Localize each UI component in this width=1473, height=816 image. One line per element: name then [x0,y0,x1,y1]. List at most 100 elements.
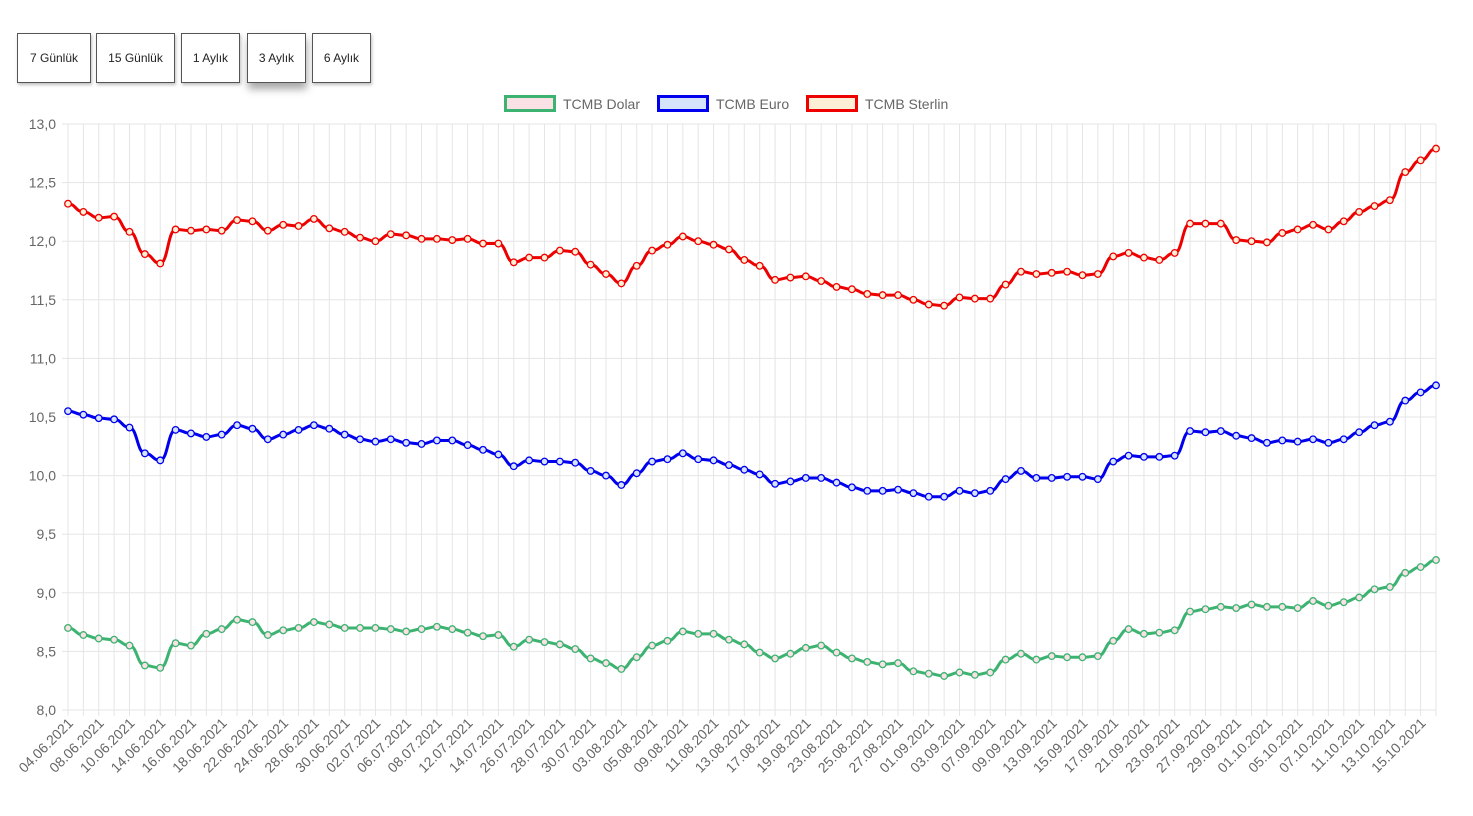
data-point [1201,605,1210,614]
data-point [694,629,703,638]
data-point [1339,435,1348,444]
range-6-months-button[interactable]: 6 Aylık [312,33,371,83]
data-point [863,289,872,298]
data-point [1232,604,1241,612]
data-point [371,237,380,246]
data-point [617,665,626,673]
data-point [217,430,226,439]
data-point [309,214,318,223]
data-point [494,631,503,639]
data-point [694,237,703,246]
data-point [602,270,610,278]
data-point [1140,253,1148,262]
data-point [878,291,887,300]
data-point [448,436,457,445]
data-point [402,438,411,447]
data-point [171,639,180,648]
data-point [709,629,718,638]
data-point [586,466,595,475]
data-point [479,239,487,248]
data-point [94,634,103,643]
data-point [509,258,518,267]
data-point [632,261,641,270]
data-point [1339,217,1348,226]
data-point [1140,452,1148,461]
data-point [325,224,334,233]
data-point [1216,427,1225,436]
data-point [202,432,211,441]
data-point [309,618,318,627]
data-point [924,492,933,501]
data-point [909,489,918,498]
data-point [1247,600,1256,609]
data-point [540,638,549,646]
data-point [525,253,534,262]
data-point [924,300,933,309]
data-point [786,477,795,486]
x-axis-ticks: 04.06.202108.06.202110.06.202114.06.2021… [15,715,1429,776]
data-point [1017,267,1025,276]
legend-swatch [657,95,709,112]
data-point [1032,270,1041,278]
range-1-month-button[interactable]: 1 Aylık [181,33,240,83]
data-point [617,279,626,288]
exchange-rate-line-chart: TCMB Dolar TCMB Euro TCMB Sterlin 8,0 8,5 9,… [15,95,1440,776]
series-group [64,144,1440,310]
data-point [571,458,580,467]
data-point [1401,168,1410,177]
y-tick-label: 11,5 [30,292,56,308]
data-point [64,624,72,632]
data-point [1232,431,1241,440]
data-point [832,648,841,657]
data-point [540,457,549,466]
data-point [1155,452,1164,461]
data-point [79,207,88,216]
data-point [1093,270,1102,278]
data-point [1262,438,1271,447]
range-15-days-button[interactable]: 15 Günlük [96,33,175,83]
data-point [832,282,841,291]
data-point [279,626,288,635]
data-point [863,657,872,666]
data-point [678,449,687,458]
data-point [1432,381,1440,390]
data-point [202,225,211,234]
data-point [110,415,119,424]
data-point [1416,156,1425,165]
data-point [863,486,872,495]
data-point [1170,248,1179,257]
data-point [755,261,764,270]
data-point [140,250,149,259]
data-point [1324,601,1333,610]
data-point [1170,626,1179,635]
data-point [386,625,395,634]
data-point [1324,225,1333,234]
data-point [94,213,103,222]
range-7-days-button[interactable]: 7 Günlük [17,33,91,83]
data-point [1324,438,1333,447]
data-point [648,457,657,466]
data-point [1216,602,1225,611]
data-point [1201,428,1210,437]
range-3-months-button[interactable]: 3 Aylık [247,33,306,83]
data-point [1262,602,1271,611]
data-point [356,435,364,444]
legend-label: TCMB Euro [716,96,789,112]
data-point [140,449,149,458]
data-point [1385,417,1394,426]
data-point [448,625,457,634]
data-point [663,455,672,464]
data-point [924,669,933,678]
data-point [602,471,610,480]
data-point [202,629,211,638]
data-point [294,624,303,632]
data-point [233,421,242,430]
data-point [724,635,733,644]
data-point [417,440,426,448]
data-point [1278,229,1287,237]
data-point [1186,607,1195,616]
data-point [233,615,242,624]
data-point [1385,196,1394,205]
data-point [125,227,134,236]
data-point [386,230,395,239]
